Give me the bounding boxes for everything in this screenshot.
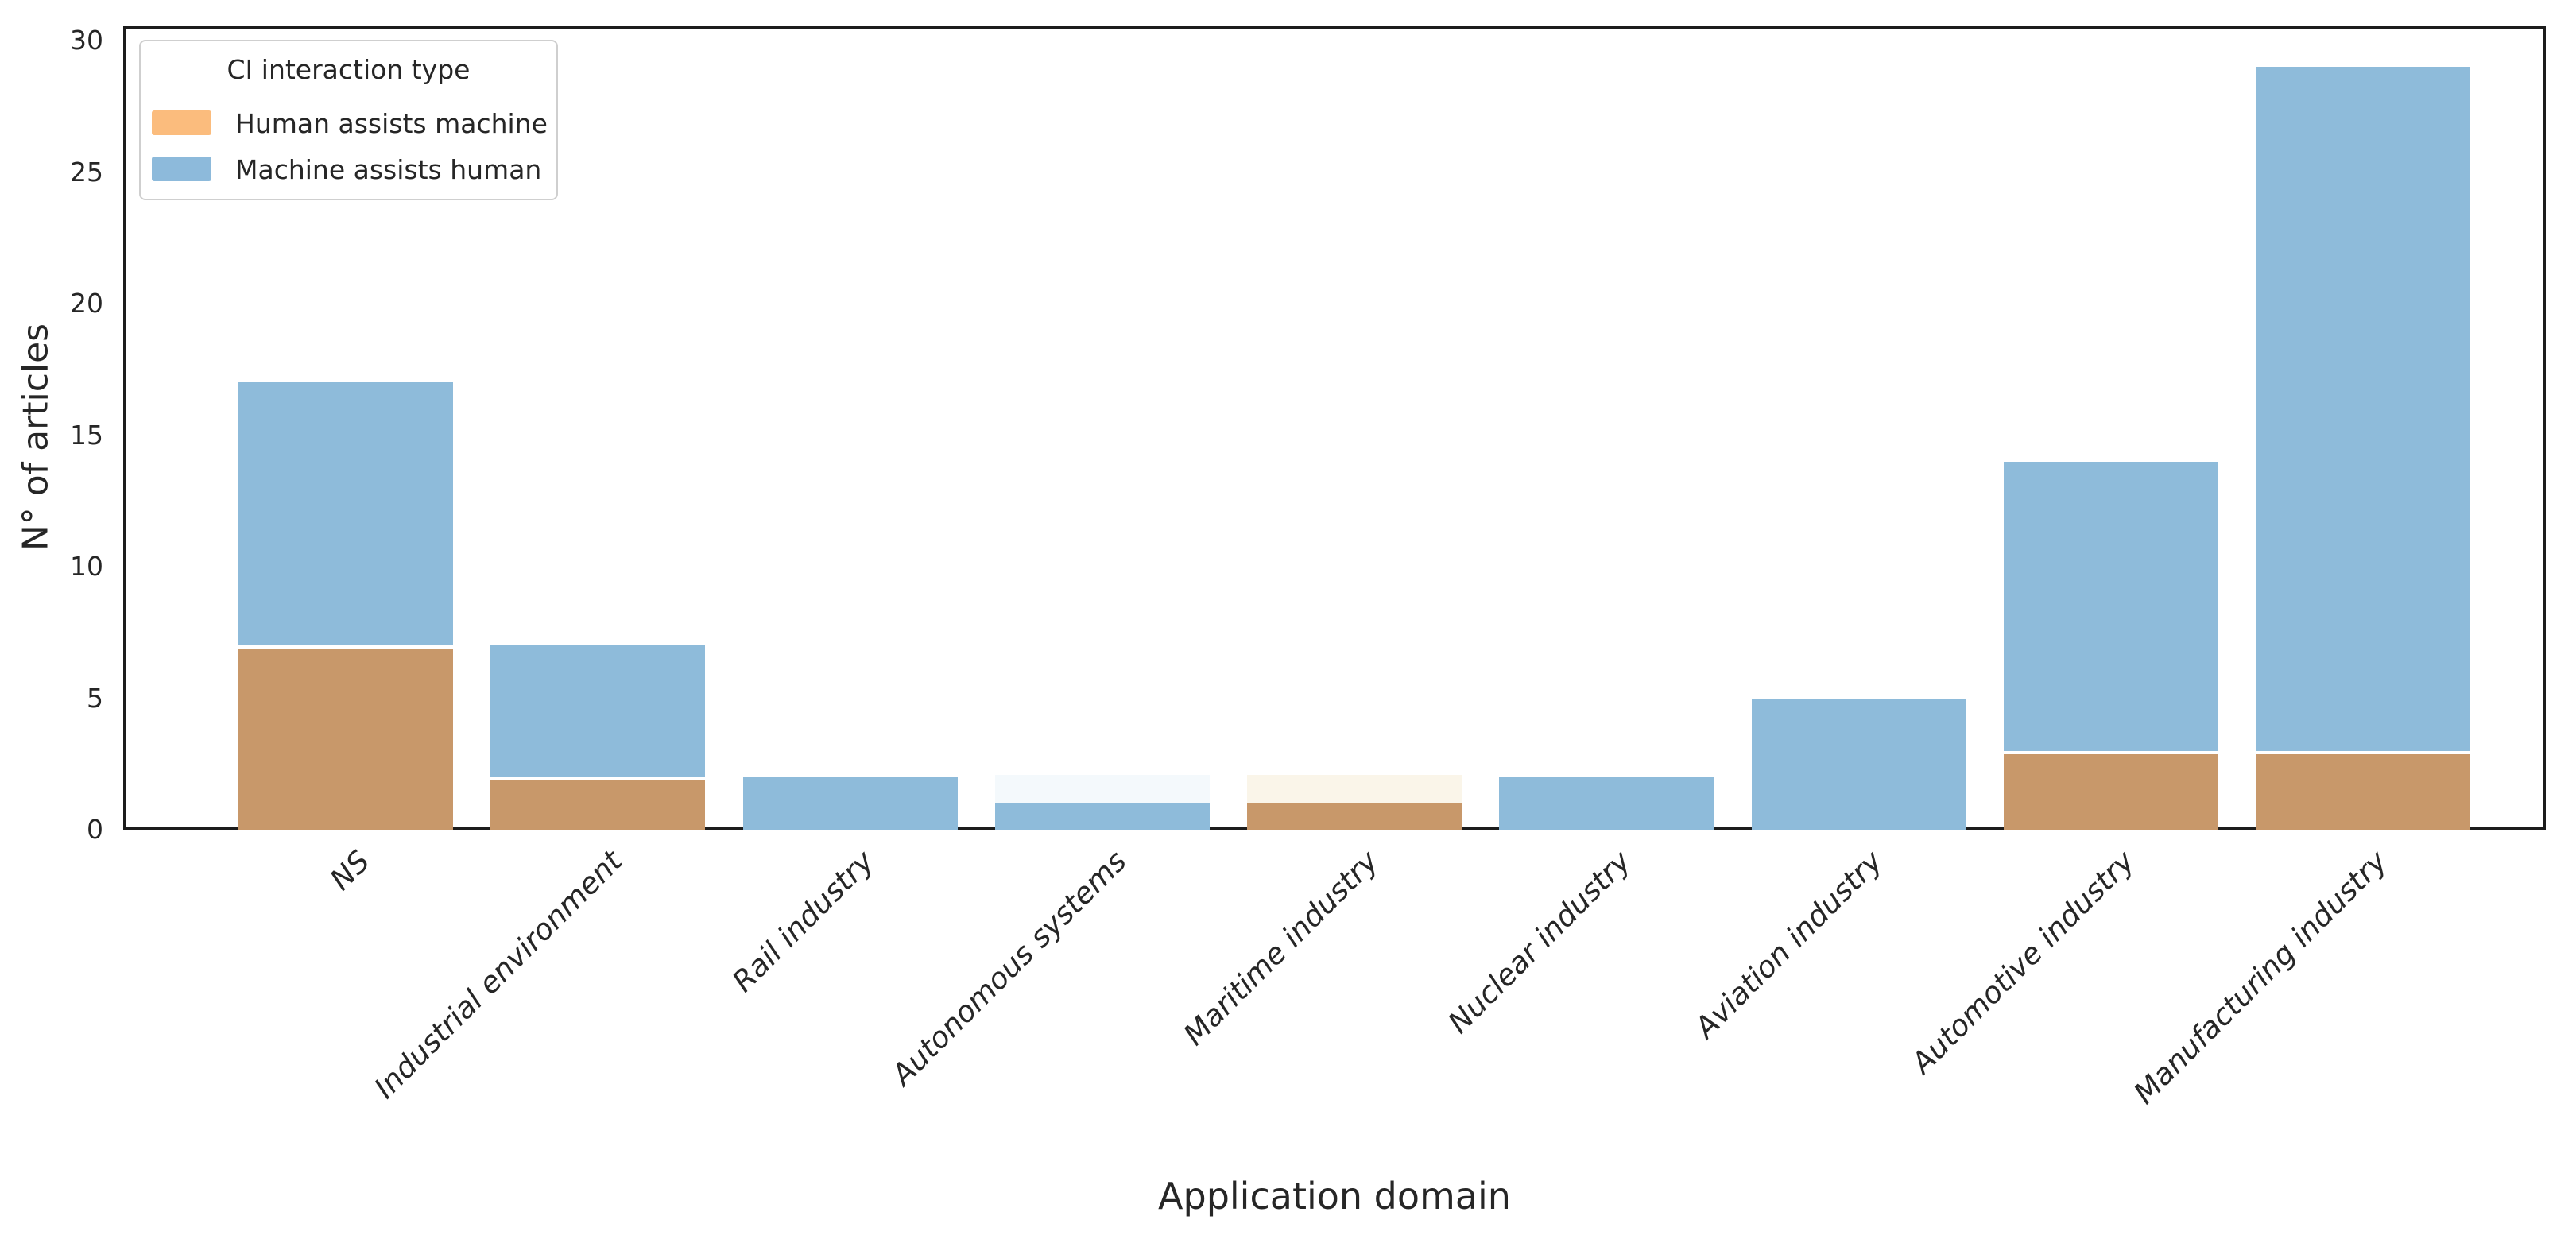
x-tick-label: Maritime industry — [1176, 844, 1385, 1052]
ghost-bar-segment — [1247, 774, 1462, 803]
legend-swatch-machine-icon — [152, 157, 211, 181]
bar-segment-machine-assists-human — [2256, 67, 2470, 751]
legend-label-machine: Machine assists human — [235, 154, 542, 185]
bar-segment-machine-assists-human — [994, 803, 1210, 830]
x-tick-label: NS — [323, 844, 377, 897]
bar-segment-machine-assists-human — [2003, 461, 2218, 751]
y-tick-label: 0 — [87, 814, 103, 845]
x-tick-label: Autonomous systems — [885, 844, 1133, 1092]
legend-swatch-human-icon — [152, 110, 211, 135]
ghost-bar-segment — [994, 774, 1210, 803]
bar-segment-human-assists-machine — [490, 780, 706, 830]
legend-title: CI interaction type — [227, 54, 471, 85]
legend-row-machine-assists-human: Machine assists human — [141, 154, 556, 185]
bar-segment-human-assists-machine — [238, 649, 453, 830]
bar-segment-human-assists-machine — [1247, 803, 1462, 830]
bar-segment-machine-assists-human — [238, 382, 453, 646]
x-axis-label: Application domain — [1158, 1175, 1511, 1218]
bar-segment-machine-assists-human — [1499, 776, 1714, 830]
y-tick-label: 15 — [70, 419, 103, 451]
bar-segment-human-assists-machine — [2003, 753, 2218, 830]
y-tick-label: 10 — [70, 551, 103, 582]
y-tick-label: 25 — [70, 156, 103, 188]
bar-segment-machine-assists-human — [490, 645, 706, 777]
x-tick-label: Manufacturing industry — [2127, 844, 2394, 1111]
y-tick-label: 20 — [70, 288, 103, 319]
x-tick-label: Aviation industry — [1688, 844, 1889, 1045]
bar-segment-machine-assists-human — [1751, 698, 1966, 830]
y-tick-label: 30 — [70, 25, 103, 56]
x-tick-label: Automotive industry — [1904, 844, 2142, 1081]
x-tick-label: Nuclear industry — [1441, 844, 1637, 1040]
legend-label-human: Human assists machine — [235, 108, 548, 139]
legend-row-human-assists-machine: Human assists machine — [141, 108, 556, 139]
y-tick-label: 5 — [87, 682, 103, 714]
bar-segment-machine-assists-human — [742, 776, 958, 830]
x-tick-label: Rail industry — [726, 844, 881, 999]
legend-box: CI interaction type Human assists machin… — [139, 40, 558, 200]
x-tick-label: Industrial environment — [367, 844, 629, 1106]
bar-segment-human-assists-machine — [2256, 753, 2470, 830]
